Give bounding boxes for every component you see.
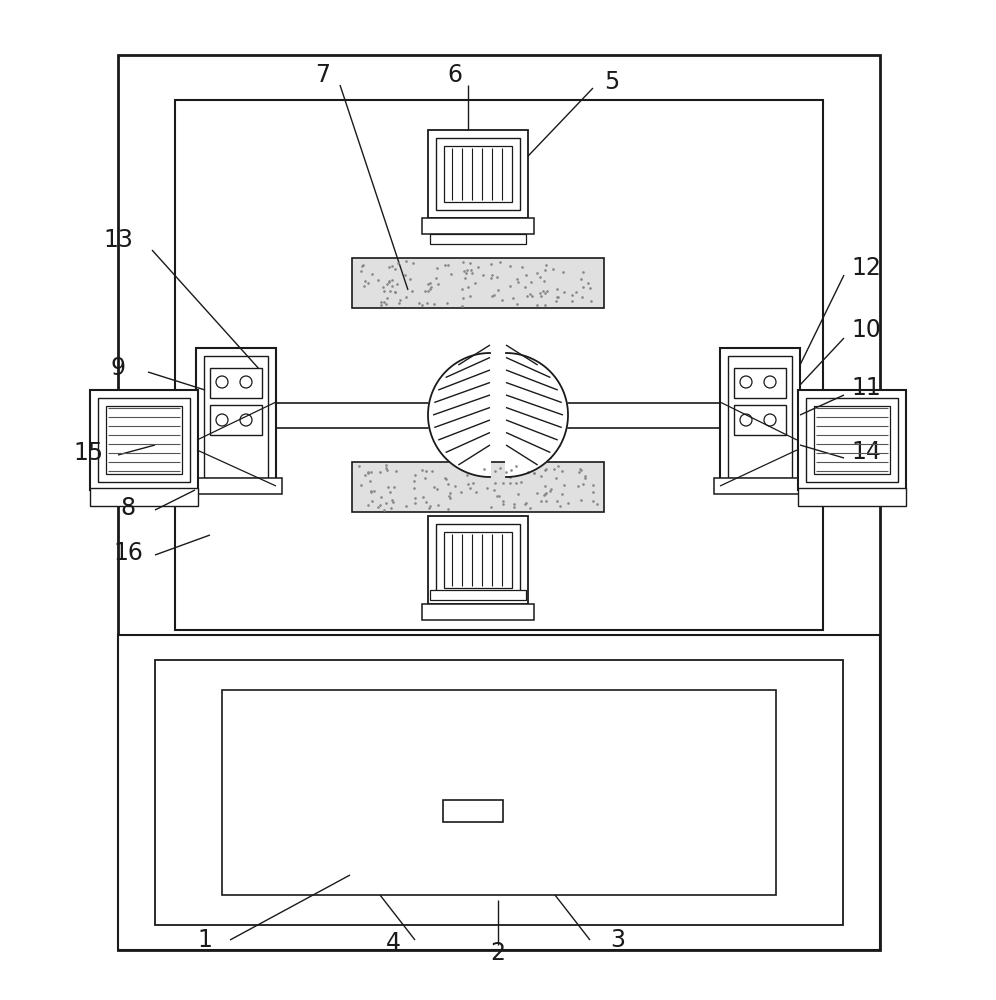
Bar: [210, 368, 262, 398]
Bar: [798, 488, 906, 506]
Bar: [196, 348, 276, 486]
Text: 12: 12: [851, 256, 880, 280]
Bar: [204, 356, 268, 478]
Bar: [806, 398, 898, 482]
Text: 9: 9: [111, 356, 125, 380]
Bar: [436, 138, 520, 210]
Bar: [175, 100, 823, 630]
Text: 11: 11: [852, 376, 880, 400]
Bar: [90, 488, 198, 506]
Text: 15: 15: [73, 441, 103, 465]
Bar: [210, 405, 262, 435]
Bar: [443, 800, 503, 822]
Bar: [155, 660, 843, 925]
Bar: [106, 406, 182, 474]
Bar: [728, 356, 792, 478]
Bar: [734, 405, 786, 435]
Text: 5: 5: [605, 70, 620, 94]
Polygon shape: [428, 353, 490, 477]
Bar: [118, 55, 880, 950]
Bar: [428, 516, 528, 604]
Bar: [444, 532, 512, 588]
Bar: [352, 462, 604, 512]
Text: 2: 2: [490, 941, 506, 965]
Text: 14: 14: [851, 440, 880, 464]
Bar: [428, 130, 528, 218]
Bar: [422, 604, 534, 620]
Text: 10: 10: [851, 318, 880, 342]
Text: 13: 13: [103, 228, 132, 252]
Bar: [352, 258, 604, 308]
Bar: [436, 524, 520, 596]
Bar: [814, 406, 890, 474]
Bar: [190, 478, 282, 494]
Polygon shape: [506, 353, 568, 477]
Bar: [222, 690, 776, 895]
Bar: [422, 218, 534, 234]
Text: 16: 16: [114, 541, 143, 565]
Text: 1: 1: [197, 928, 212, 952]
Bar: [444, 146, 512, 202]
Bar: [430, 590, 526, 600]
Text: 8: 8: [121, 496, 135, 520]
Text: 6: 6: [447, 63, 462, 87]
Bar: [562, 403, 727, 428]
Bar: [90, 390, 198, 490]
Bar: [118, 635, 880, 950]
Text: 7: 7: [316, 63, 331, 87]
Bar: [430, 234, 526, 244]
Bar: [734, 368, 786, 398]
Bar: [270, 403, 435, 428]
Bar: [98, 398, 190, 482]
Bar: [720, 348, 800, 486]
Bar: [798, 390, 906, 490]
Bar: [714, 478, 806, 494]
Text: 3: 3: [611, 928, 625, 952]
Text: 4: 4: [385, 931, 400, 955]
